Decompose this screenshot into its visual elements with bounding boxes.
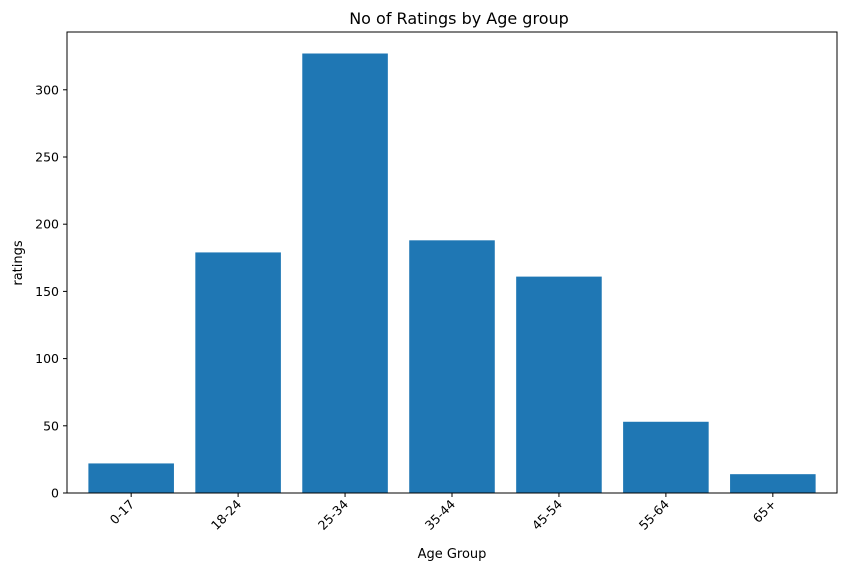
x-tick-label-18-24: 18-24	[208, 496, 244, 532]
x-tick-label-0-17: 0-17	[107, 497, 138, 528]
bar-55-64	[623, 421, 709, 493]
bar-45-54	[516, 276, 602, 493]
y-tick-label-200: 200	[35, 217, 59, 232]
x-tick-label-25-34: 25-34	[315, 496, 351, 532]
x-tick-label-45-54: 45-54	[529, 496, 565, 532]
y-tick-label-0: 0	[51, 486, 59, 501]
bars-group	[88, 53, 816, 493]
bar-0-17	[88, 463, 174, 493]
y-tick-label-50: 50	[43, 418, 59, 433]
bar-65+	[730, 474, 816, 493]
x-tick-label-65+: 65+	[750, 497, 779, 526]
y-axis-label: ratings	[11, 240, 26, 286]
bar-35-44	[409, 240, 495, 493]
x-tick-label-35-44: 35-44	[422, 496, 458, 532]
bar-25-34	[302, 53, 388, 493]
y-tick-label-150: 150	[35, 284, 59, 299]
chart-title: No of Ratings by Age group	[349, 9, 569, 28]
y-tick-label-250: 250	[35, 149, 59, 164]
x-axis-ticks: 0-17 18-24 25-34 35-44 45-54 55-64 65+	[107, 493, 779, 533]
y-tick-label-100: 100	[35, 351, 59, 366]
x-axis-label: Age Group	[418, 547, 487, 562]
plot-frame	[66, 31, 838, 494]
bar-18-24	[195, 252, 281, 493]
y-axis-ticks: 0 50 100 150 200 250 300	[35, 82, 67, 501]
x-tick-label-55-64: 55-64	[636, 496, 672, 532]
y-tick-label-300: 300	[35, 82, 59, 97]
